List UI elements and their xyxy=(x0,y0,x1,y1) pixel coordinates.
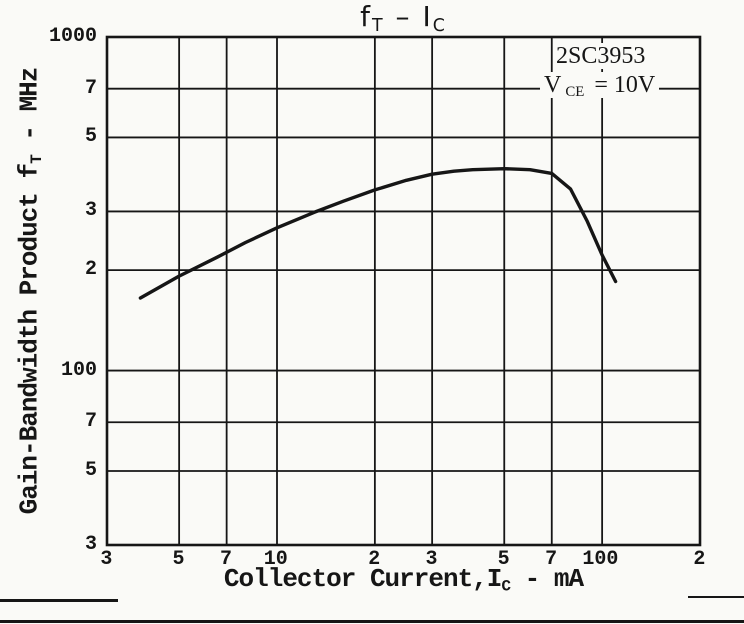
annotation-box: 2SC3953 V CE = 10V xyxy=(540,42,660,102)
y-axis-label: Gain-Bandwidth Product fT - MHz xyxy=(14,68,46,515)
x-axis-label: Collector Current,IC - mA xyxy=(107,564,700,596)
y-tick-label: 2 xyxy=(84,258,97,282)
x-tick-label: 7 xyxy=(545,548,558,571)
chart-title: fT – IC xyxy=(107,0,700,36)
y-tick-label: 1000 xyxy=(48,25,97,49)
scan-artifact-line-bottom xyxy=(0,620,744,623)
title-sub-c: C xyxy=(432,15,447,36)
y-axis-label-sub: T xyxy=(27,155,46,164)
annotation-vce-sub: CE xyxy=(563,84,587,101)
annotation-vce: V CE = 10V xyxy=(540,72,660,101)
ft-curve xyxy=(138,167,618,300)
y-tick-label: 3 xyxy=(84,533,97,557)
annotation-vce-symbol: V xyxy=(542,72,564,99)
title-symbol-f: f xyxy=(360,0,373,33)
x-axis-label-sub: C xyxy=(501,577,511,596)
x-tick-label: 2 xyxy=(368,548,381,571)
title-separator: – xyxy=(384,0,423,33)
x-axis-label-unit: - mA xyxy=(510,564,584,594)
plot-border xyxy=(105,35,702,547)
y-tick-label: 3 xyxy=(84,199,97,223)
x-tick-label: 5 xyxy=(172,548,185,571)
x-axis-label-text: Collector Current,I xyxy=(223,564,502,594)
y-tick-label: 5 xyxy=(84,125,97,149)
x-tick-label: 2 xyxy=(693,548,706,571)
annotation-vce-value: = 10V xyxy=(586,72,658,99)
y-tick-label: 5 xyxy=(84,459,97,483)
y-axis-label-text: Gain-Bandwidth Product f xyxy=(14,163,45,515)
x-tick-label: 100 xyxy=(582,548,619,571)
y-tick-label: 100 xyxy=(60,358,97,382)
title-symbol-i: I xyxy=(422,0,433,33)
x-tick-label: 5 xyxy=(497,548,510,571)
scan-artifact-line-left xyxy=(0,599,118,602)
y-axis-label-unit: - MHz xyxy=(14,67,45,156)
x-tick-label: 7 xyxy=(220,548,233,571)
title-sub-t: T xyxy=(372,15,385,36)
y-tick-label: 7 xyxy=(84,410,97,434)
scan-artifact-line-right xyxy=(688,596,744,598)
y-tick-label: 7 xyxy=(84,76,97,100)
x-tick-label: 3 xyxy=(425,548,438,571)
x-tick-label: 3 xyxy=(100,548,113,571)
annotation-device: 2SC3953 xyxy=(554,43,648,69)
x-tick-label: 10 xyxy=(263,548,288,571)
